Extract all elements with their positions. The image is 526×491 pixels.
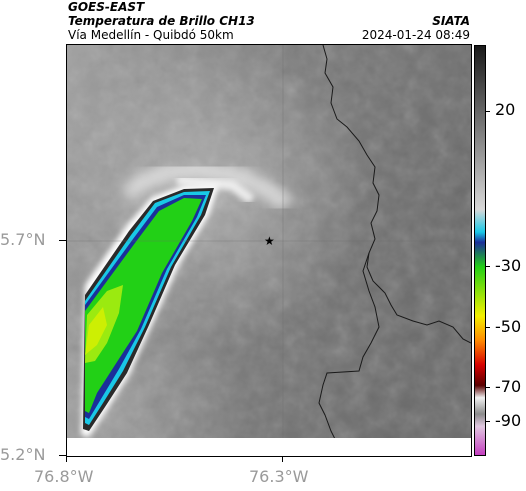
lon-label-76-8: 76.8°W — [34, 467, 94, 486]
convective-cell — [81, 185, 219, 437]
boundary-line — [322, 45, 471, 344]
star-icon: ★ — [264, 234, 275, 248]
lon-tick — [66, 456, 67, 462]
timestamp: 2024-01-24 08:49 — [361, 28, 470, 42]
map-canvas: ★ — [67, 45, 471, 456]
colorbar-scale — [475, 46, 485, 455]
lon-tick — [282, 456, 283, 462]
colorbar-tick — [485, 387, 490, 388]
satellite-map: ★ — [66, 44, 472, 457]
lat-tick — [59, 455, 66, 456]
colorbar-tick — [485, 266, 490, 267]
colorbar — [474, 45, 486, 456]
route-subtitle: Vía Medellín - Quibdó 50km — [68, 28, 234, 42]
colorbar-tick — [485, 421, 490, 422]
colorbar-label-minus90: -90 — [495, 411, 522, 430]
header-left: GOES-EAST Temperatura de Brillo CH13 Vía… — [68, 0, 255, 42]
lat-label-5-7: 5.7°N — [0, 230, 46, 249]
boundary-line-2 — [318, 252, 380, 456]
colorbar-label-minus70: -70 — [495, 377, 522, 396]
lon-label-76-3: 76.3°W — [249, 467, 309, 486]
colorbar-label-minus30: -30 — [495, 256, 522, 275]
colorbar-label-minus50: -50 — [495, 317, 522, 336]
satellite-name: GOES-EAST — [68, 0, 145, 14]
lat-label-5-2: 5.2°N — [0, 445, 46, 464]
colorbar-tick — [485, 111, 490, 112]
agency-name: SIATA — [432, 14, 470, 28]
header-right: SIATA 2024-01-24 08:49 — [362, 14, 470, 42]
lat-tick — [59, 240, 66, 241]
colorbar-tick — [485, 327, 490, 328]
colorbar-label-20: 20 — [495, 100, 516, 119]
product-title: Temperatura de Brillo CH13 — [68, 14, 255, 28]
